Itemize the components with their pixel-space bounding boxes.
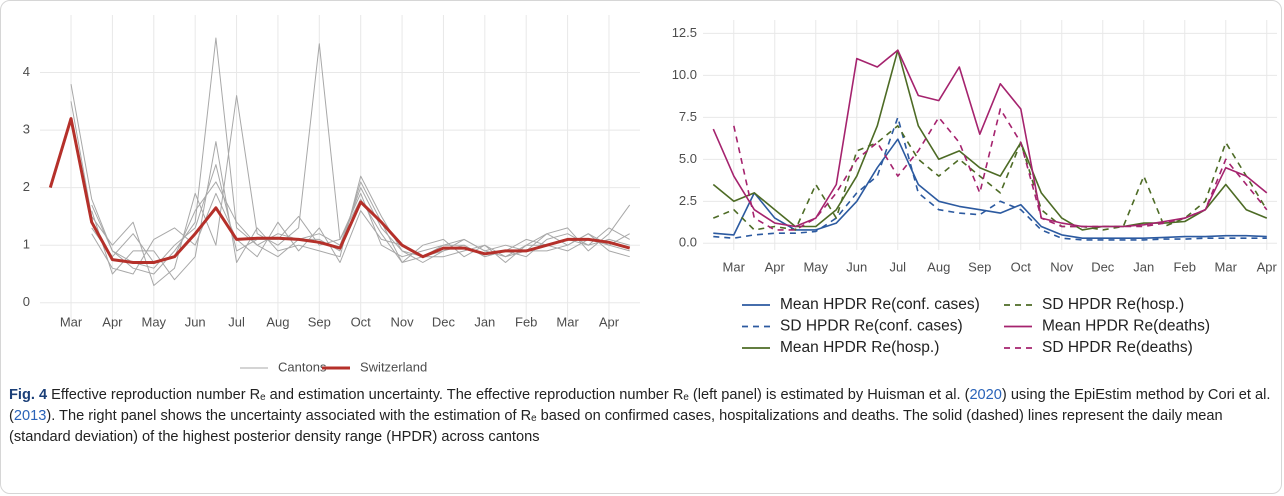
series-line (713, 138, 1267, 239)
charts: 0 1 2 3 4 Mar Apr May Jun Jul Aug Sep Oct Nov Dec Jan Fe… (23, 15, 1278, 374)
x-tick-label: Jan (474, 314, 495, 329)
x-tick-label: Mar (60, 314, 83, 329)
x-tick-label: Apr (102, 314, 123, 329)
canton-line (91, 164, 630, 269)
y-tick-label: 7.5 (679, 109, 697, 124)
canton-line (70, 43, 631, 286)
x-tick-label: Aug (927, 259, 950, 274)
x-tick-label: Jul (889, 259, 906, 274)
series-line (733, 108, 1268, 231)
canton-line (91, 181, 630, 263)
x-tick-label: Nov (1050, 259, 1074, 274)
legend-label: SD HPDR Re(deaths) (1042, 339, 1193, 356)
x-tick-label: Jul (228, 314, 245, 329)
x-tick-label: Apr (1257, 259, 1278, 274)
series-line (712, 49, 1268, 228)
series-line (713, 116, 1267, 241)
x-tick-label: Feb (515, 314, 537, 329)
x-tick-label: Apr (599, 314, 620, 329)
x-tick-label: Dec (432, 314, 456, 329)
y-tick-label: 3 (23, 122, 30, 137)
x-tick-label: May (803, 259, 828, 274)
series-line (48, 117, 631, 264)
canton-line (91, 192, 630, 275)
legend-label: SD HPDR Re(conf. cases) (780, 318, 963, 335)
legend-label: Switzerland (360, 359, 427, 374)
x-tick-label: Sep (308, 314, 331, 329)
y-tick-label: 0 (23, 294, 30, 309)
x-tick-label: May (142, 314, 167, 329)
x-tick-label: Mar (1215, 259, 1238, 274)
y-tick-label: 5.0 (679, 151, 697, 166)
y-tick-label: 4 (23, 64, 30, 79)
y-tick-label: 1 (23, 237, 30, 252)
x-tick-label: Jan (1133, 259, 1154, 274)
x-tick-label: Jun (185, 314, 206, 329)
legend-label: SD HPDR Re(hosp.) (1042, 296, 1184, 313)
x-tick-label: Nov (391, 314, 415, 329)
x-tick-label: Oct (351, 314, 372, 329)
y-tick-label: 0.0 (679, 235, 697, 250)
x-tick-label: Sep (968, 259, 991, 274)
series-line (712, 49, 1268, 231)
caption-text: ). The right panel shows the uncertainty… (9, 408, 1223, 445)
legend-label: Mean HPDR Re(hosp.) (780, 339, 939, 356)
citation-link[interactable]: 2020 (969, 387, 1002, 403)
legend-label: Cantons (278, 359, 327, 374)
legend-label: Mean HPDR Re(conf. cases) (780, 296, 980, 313)
figure-caption: Fig. 4 Effective reproduction number Rₑ … (9, 385, 1274, 448)
series-line (712, 125, 1268, 231)
citation-link[interactable]: 2013 (13, 408, 47, 424)
caption-text: Effective reproduction number Rₑ and est… (47, 387, 970, 403)
y-tick-label: 2.5 (679, 193, 697, 208)
x-tick-label: Oct (1011, 259, 1032, 274)
x-tick-label: Apr (765, 259, 786, 274)
x-tick-label: Aug (266, 314, 289, 329)
x-tick-label: Mar (723, 259, 746, 274)
y-tick-label: 2 (23, 179, 30, 194)
y-tick-label: 12.5 (672, 25, 697, 40)
y-tick-label: 10.0 (672, 67, 697, 82)
x-tick-label: Jun (846, 259, 867, 274)
x-tick-label: Mar (556, 314, 579, 329)
x-tick-label: Dec (1091, 259, 1115, 274)
canton-line (91, 141, 630, 281)
figure-label: Fig. 4 (9, 387, 48, 403)
caption-text: ) using the EpiEstim method by Cori et a… (9, 387, 1271, 424)
x-tick-label: Feb (1174, 259, 1196, 274)
legend-label: Mean HPDR Re(deaths) (1042, 318, 1210, 335)
